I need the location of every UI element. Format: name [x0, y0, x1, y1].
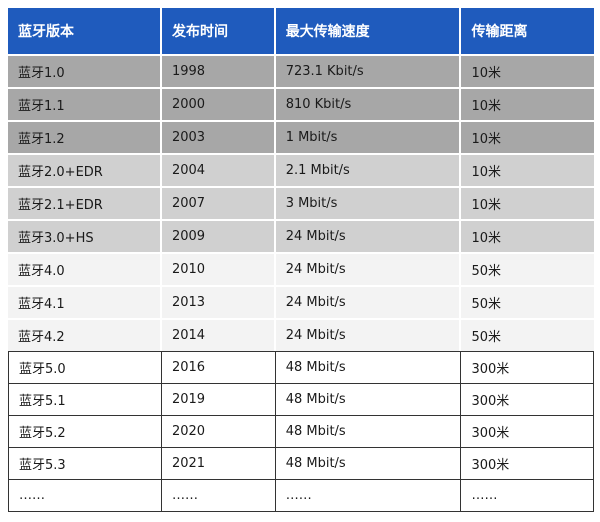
cell-max-speed: 2.1 Mbit/s: [275, 153, 462, 186]
cell-version: 蓝牙5.2: [8, 415, 162, 447]
cell-version: 蓝牙4.0: [8, 252, 162, 285]
cell-release-date: 2013: [161, 285, 276, 318]
table-row: 蓝牙5.0 2016 48 Mbit/s 300米: [8, 351, 594, 383]
cell-max-speed: 24 Mbit/s: [275, 318, 462, 351]
table-row: 蓝牙1.0 1998 723.1 Kbit/s 10米: [8, 54, 594, 87]
cell-release-date: 2010: [161, 252, 276, 285]
header-version: 蓝牙版本: [8, 8, 162, 54]
cell-version: 蓝牙1.1: [8, 87, 162, 120]
cell-max-speed: 48 Mbit/s: [275, 351, 462, 383]
cell-range: 300米: [461, 351, 594, 383]
cell-version: 蓝牙1.0: [8, 54, 162, 87]
cell-release-date: ……: [161, 479, 276, 512]
cell-range: 300米: [461, 415, 594, 447]
table-row: 蓝牙5.3 2021 48 Mbit/s 300米: [8, 447, 594, 479]
table-row: 蓝牙1.2 2003 1 Mbit/s 10米: [8, 120, 594, 153]
cell-range: 10米: [461, 153, 594, 186]
cell-release-date: 2020: [161, 415, 276, 447]
cell-range: 10米: [461, 186, 594, 219]
cell-range: 300米: [461, 447, 594, 479]
table-row: 蓝牙3.0+HS 2009 24 Mbit/s 10米: [8, 219, 594, 252]
cell-version: 蓝牙5.3: [8, 447, 162, 479]
table-row: 蓝牙4.2 2014 24 Mbit/s 50米: [8, 318, 594, 351]
cell-version: ……: [8, 479, 162, 512]
table-row: 蓝牙1.1 2000 810 Kbit/s 10米: [8, 87, 594, 120]
header-max-speed: 最大传输速度: [275, 8, 462, 54]
cell-max-speed: 24 Mbit/s: [275, 285, 462, 318]
cell-release-date: 2014: [161, 318, 276, 351]
cell-range: 300米: [461, 383, 594, 415]
cell-release-date: 2009: [161, 219, 276, 252]
cell-release-date: 1998: [161, 54, 276, 87]
cell-release-date: 2007: [161, 186, 276, 219]
cell-max-speed: 3 Mbit/s: [275, 186, 462, 219]
cell-release-date: 2016: [161, 351, 276, 383]
cell-version: 蓝牙3.0+HS: [8, 219, 162, 252]
cell-release-date: 2019: [161, 383, 276, 415]
header-range: 传输距离: [461, 8, 594, 54]
cell-range: 10米: [461, 87, 594, 120]
cell-range: 50米: [461, 285, 594, 318]
cell-version: 蓝牙4.2: [8, 318, 162, 351]
cell-range: 50米: [461, 252, 594, 285]
cell-release-date: 2004: [161, 153, 276, 186]
cell-range: 10米: [461, 54, 594, 87]
cell-range: 10米: [461, 120, 594, 153]
cell-max-speed: 48 Mbit/s: [275, 383, 462, 415]
cell-version: 蓝牙5.1: [8, 383, 162, 415]
cell-max-speed: 24 Mbit/s: [275, 252, 462, 285]
cell-max-speed: 723.1 Kbit/s: [275, 54, 462, 87]
table-row: 蓝牙2.0+EDR 2004 2.1 Mbit/s 10米: [8, 153, 594, 186]
cell-release-date: 2003: [161, 120, 276, 153]
cell-range: 10米: [461, 219, 594, 252]
cell-max-speed: 1 Mbit/s: [275, 120, 462, 153]
cell-version: 蓝牙4.1: [8, 285, 162, 318]
table-row: …… …… …… ……: [8, 479, 594, 512]
cell-range: ……: [461, 479, 594, 512]
cell-max-speed: 48 Mbit/s: [275, 447, 462, 479]
bluetooth-versions-table: 蓝牙版本 发布时间 最大传输速度 传输距离 蓝牙1.0 1998 723.1 K…: [8, 8, 594, 512]
cell-version: 蓝牙2.1+EDR: [8, 186, 162, 219]
table-row: 蓝牙4.0 2010 24 Mbit/s 50米: [8, 252, 594, 285]
cell-max-speed: ……: [275, 479, 462, 512]
table-row: 蓝牙4.1 2013 24 Mbit/s 50米: [8, 285, 594, 318]
header-release-date: 发布时间: [161, 8, 276, 54]
table-row: 蓝牙5.2 2020 48 Mbit/s 300米: [8, 415, 594, 447]
cell-max-speed: 24 Mbit/s: [275, 219, 462, 252]
cell-version: 蓝牙1.2: [8, 120, 162, 153]
cell-max-speed: 48 Mbit/s: [275, 415, 462, 447]
table-row: 蓝牙5.1 2019 48 Mbit/s 300米: [8, 383, 594, 415]
table-header-row: 蓝牙版本 发布时间 最大传输速度 传输距离: [8, 8, 594, 54]
cell-version: 蓝牙2.0+EDR: [8, 153, 162, 186]
cell-max-speed: 810 Kbit/s: [275, 87, 462, 120]
cell-release-date: 2000: [161, 87, 276, 120]
cell-release-date: 2021: [161, 447, 276, 479]
cell-range: 50米: [461, 318, 594, 351]
cell-version: 蓝牙5.0: [8, 351, 162, 383]
table-row: 蓝牙2.1+EDR 2007 3 Mbit/s 10米: [8, 186, 594, 219]
